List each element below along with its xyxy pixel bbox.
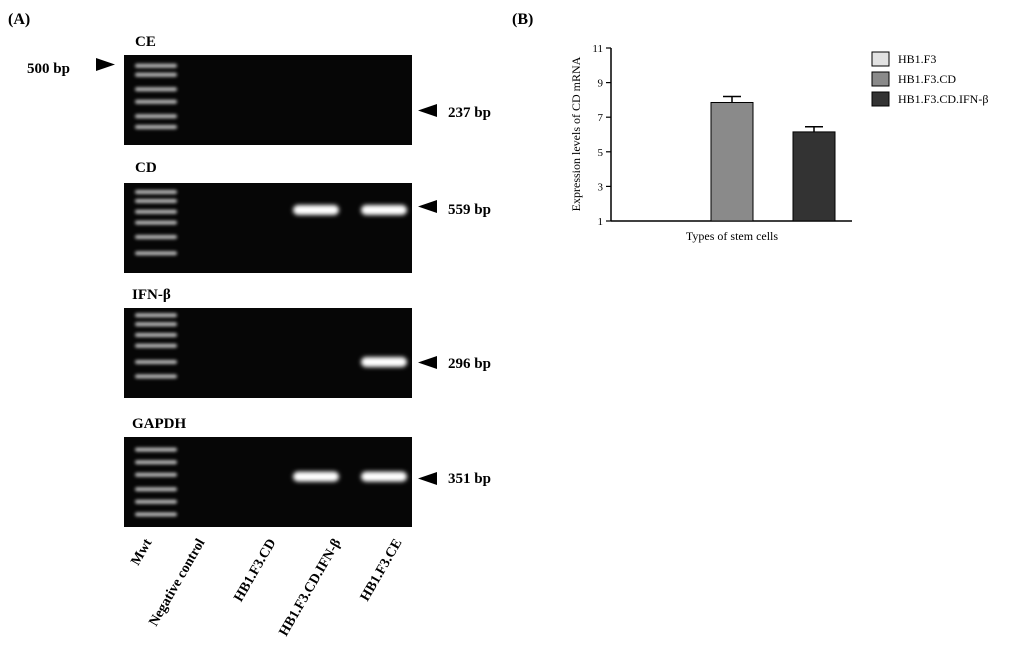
gel-title-gapdh: GAPDH [132,416,186,432]
lane-label-negative-control: Negative control [146,536,208,629]
marker-500bp-label: 500 bp [27,61,70,77]
ladder-band [135,472,177,477]
gel-ce-bands [0,63,177,129]
gel-ifn-beta-bands [135,313,407,379]
gel-band [0,471,46,482]
legend-swatch-0 [871,51,890,67]
y-tick-label: 1 [598,216,604,228]
ladder-band [135,374,177,379]
lane-label-hb1f3cd: HB1.F3.CD [231,537,279,605]
ladder-band [135,460,177,465]
legend-label-2: HB1.F3.CD.IFN-β [898,92,988,106]
ladder-band [135,343,177,348]
ladder-band [135,235,177,239]
gel-title-cd: CD [135,160,157,176]
gel-gapdh [124,437,412,527]
ladder-band [135,199,177,203]
legend-label-1: HB1.F3.CD [898,72,956,86]
lane-label-hb1f3ce: HB1.F3.CE [358,537,406,604]
panel-b-label: (B) [512,11,533,28]
y-tick-label: 11 [592,43,603,55]
ladder-band [135,251,177,256]
gel-band [361,471,407,482]
legend-label-0: HB1.F3 [898,52,936,66]
gel-cd-bands [135,190,407,256]
ladder-band [135,87,177,92]
ladder-band [135,512,177,517]
arrow-237bp [418,104,437,117]
y-axis-label: Expression levels of CD mRNA [569,56,583,211]
lane-label-negative-control-text: Negative control [146,536,208,629]
gel-band [293,471,339,482]
ladder-band [135,333,177,337]
arrow-351bp [418,472,437,485]
ladder-band [135,99,177,104]
size-label-559bp: 559 bp [448,202,491,218]
y-tick-label: 3 [598,181,604,193]
size-label-237bp: 237 bp [448,105,491,121]
arrow-296bp [418,356,437,369]
x-axis-label: Types of stem cells [686,229,778,243]
size-label-351bp: 351 bp [448,471,491,487]
gel-cd [124,183,412,273]
y-ticks: 1 3 5 7 9 11 [592,43,611,228]
ladder-band [135,360,177,364]
ladder-band [135,125,177,129]
size-label-296bp: 296 bp [448,356,491,372]
lane-label-hb1f3cd-ifn: HB1.F3.CD.IFN-β [277,537,345,639]
panel-a-gel-electrophoresis: (A) CE 500 bp 237 bp CD 559 bp IFN-β 296… [0,11,491,639]
gel-band [0,105,46,116]
ladder-band [135,63,177,68]
gel-title-ce: CE [135,34,156,50]
bar-2 [792,131,836,222]
ladder-band [135,220,177,225]
ladder-band [135,72,177,77]
ladder-band [135,313,177,318]
gel-band [361,205,407,215]
ladder-band [135,209,177,214]
legend-swatch-2 [871,91,890,107]
bars [710,95,836,222]
legend: HB1.F3 HB1.F3.CD HB1.F3.CD.IFN-β [871,51,988,107]
ladder-band [135,499,177,504]
panel-b-bar-chart: (B) Expression levels of CD mRNA Types o… [512,11,988,243]
panel-a-label: (A) [8,11,30,28]
y-tick-label: 7 [598,112,604,124]
ladder-band [135,114,177,119]
arrow-500bp [96,58,115,71]
y-tick-label: 9 [598,78,604,90]
gel-band [293,205,339,215]
gel-gapdh-bands [0,447,407,517]
ladder-band [135,322,177,327]
arrow-559bp [418,200,437,213]
gel-title-ifn-beta: IFN-β [132,287,171,303]
bar-1 [710,101,754,222]
ladder-band [135,190,177,194]
legend-swatch-1 [871,71,890,87]
gel-ifn-beta [124,308,412,398]
ladder-band [135,487,177,492]
gel-band [361,357,407,367]
y-tick-label: 5 [598,147,604,159]
lane-label-mwt: Mwt [128,536,155,568]
ladder-band [135,447,177,452]
